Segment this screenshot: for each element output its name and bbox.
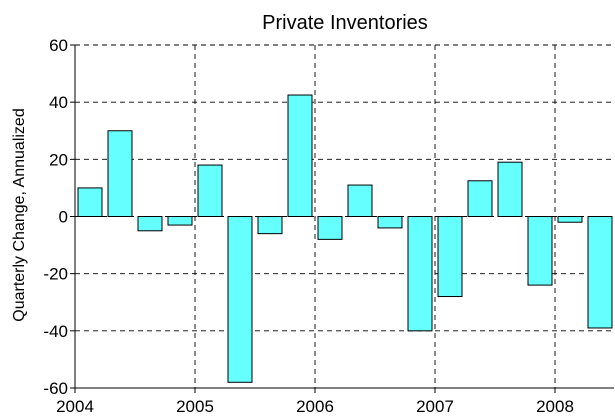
bar-2008-q1 [557,216,583,223]
bar-2005-q4 [287,94,313,217]
bar-2006-q1 [317,216,343,240]
bar-2005-q2 [227,216,253,383]
x-tick-label: 2008 [536,397,574,416]
chart-title: Private Inventories [262,12,428,34]
y-tick-label: 60 [49,36,68,55]
bar-2004-q1 [77,187,103,218]
bar-2008-q2 [587,216,613,329]
y-tick-label: 20 [49,150,68,169]
y-ticks: -60 -40 -20 0 20 40 60 [43,36,75,398]
bar-2006-q4 [407,216,433,332]
bar-2004-q2 [107,130,133,217]
bar-2007-q3 [497,161,523,217]
grid [75,44,614,388]
bar-2004-q3 [137,216,163,232]
y-tick-label: 0 [59,208,68,227]
x-tick-label: 2005 [176,397,214,416]
x-tick-label: 2007 [416,397,454,416]
bar-2007-q4 [527,216,553,286]
bar-2006-q3 [377,216,403,229]
y-tick-label: -60 [43,379,68,398]
bar-2005-q1 [197,164,223,218]
bar-2007-q1 [437,216,463,298]
bar-2006-q2 [347,184,373,217]
x-tick-label: 2006 [296,397,334,416]
y-tick-label: -40 [43,322,68,341]
x-ticks: 2004 2005 2006 2007 2008 [56,388,574,416]
y-tick-label: 40 [49,93,68,112]
y-tick-label: -20 [43,265,68,284]
bars [77,94,613,383]
bar-2007-q2 [467,180,493,217]
bar-2004-q4 [167,216,193,226]
bar-2005-q3 [257,216,283,235]
y-axis-label: Quarterly Change, Annualized [11,108,28,321]
x-tick-label: 2004 [56,397,94,416]
